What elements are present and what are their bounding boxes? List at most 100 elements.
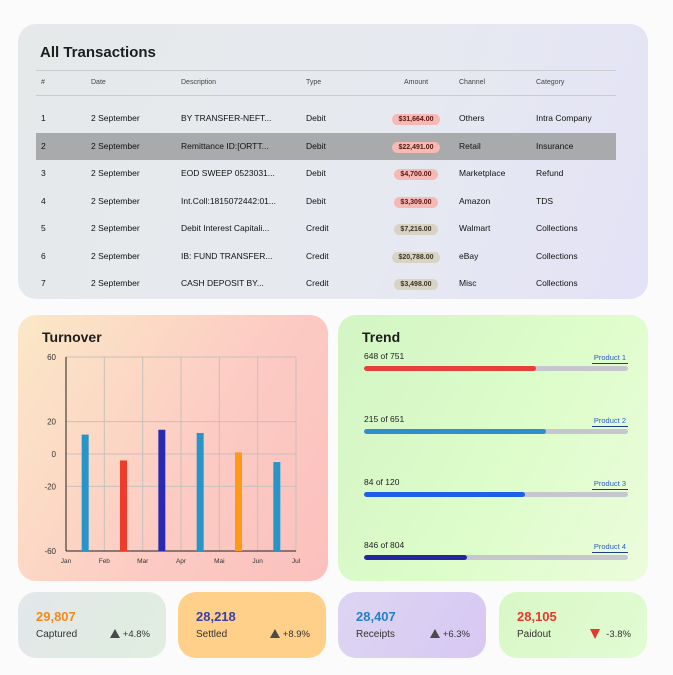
- turnover-card: Turnover 60 20 0 -20 -60 Jan Feb Mar Apr Mai Jun Ju…: [18, 315, 328, 581]
- column-header-date[interactable]: Date: [91, 79, 106, 86]
- transactions-card: All Transactions # Date Description Type…: [18, 24, 648, 299]
- trend-item-product-1[interactable]: 648 of 751 Product 1: [364, 351, 628, 381]
- stat-value: 28,105: [517, 609, 557, 624]
- progress-track: [364, 366, 628, 371]
- row-category: TDS: [536, 195, 553, 206]
- row-description: Int.Coll:1815072442:01...: [181, 195, 276, 206]
- row-type: Credit: [306, 223, 329, 233]
- amount-badge: $20,788.00: [392, 251, 440, 263]
- column-header-number[interactable]: #: [41, 79, 45, 86]
- row-date: 2 September: [91, 140, 140, 151]
- stat-change: -3.8%: [590, 629, 631, 640]
- table-row[interactable]: 3 2 September EOD SWEEP 0523031... Debit…: [36, 160, 616, 188]
- trend-item-product-3[interactable]: 84 of 120 Product 3: [364, 477, 628, 507]
- row-type: Debit: [306, 168, 326, 178]
- stat-card-settled[interactable]: 28,218 Settled +8.9%: [178, 592, 326, 658]
- triangle-up-icon: [269, 629, 280, 638]
- x-tick-label: Apr: [176, 558, 187, 565]
- stat-card-receipts[interactable]: 28,407 Receipts +6.3%: [338, 592, 486, 658]
- row-channel: Misc: [459, 278, 477, 288]
- trend-title: Trend: [362, 329, 401, 345]
- table-row-selected[interactable]: 2 2 September Remittance ID:[ORTT... Deb…: [36, 132, 616, 160]
- row-number: 1: [41, 113, 46, 123]
- row-date: 2 September: [91, 113, 140, 123]
- column-header-description[interactable]: Description: [181, 79, 217, 86]
- row-description: Debit Interest Capitali...: [181, 223, 270, 233]
- row-description: CASH DEPOSIT BY...: [181, 278, 264, 288]
- trend-product-name[interactable]: Product 3: [593, 479, 626, 488]
- row-number: 5: [41, 223, 46, 233]
- trend-count: 215 of 651: [364, 414, 405, 424]
- trend-item-product-2[interactable]: 215 of 651 Product 2: [364, 414, 628, 444]
- row-category: Collections: [536, 223, 578, 233]
- trend-count: 648 of 751: [364, 351, 405, 361]
- row-description: EOD SWEEP 0523031...: [181, 168, 275, 178]
- trend-underline: [592, 552, 628, 553]
- stat-label: Captured: [36, 629, 78, 640]
- trend-product-name[interactable]: Product 1: [593, 353, 626, 362]
- row-channel: Others: [459, 113, 485, 123]
- triangle-down-icon: [590, 629, 601, 639]
- table-row[interactable]: 7 2 September CASH DEPOSIT BY... Credit …: [36, 270, 616, 298]
- trend-item-product-4[interactable]: 846 of 804 Product 4: [364, 540, 628, 570]
- amount-badge: $3,309.00: [394, 196, 438, 208]
- row-channel: eBay: [459, 250, 479, 261]
- triangle-up-icon: [109, 629, 120, 638]
- stat-change: +6.3%: [429, 629, 470, 640]
- row-description: Remittance ID:[ORTT...: [181, 140, 269, 151]
- table-row[interactable]: 4 2 September Int.Coll:1815072442:01... …: [36, 188, 616, 216]
- stat-label: Settled: [196, 629, 228, 640]
- table-row[interactable]: 1 2 September BY TRANSFER-NEFT... Debit …: [36, 105, 616, 133]
- bar-mar: [158, 429, 166, 551]
- transactions-title: All Transactions: [40, 44, 156, 61]
- row-number: 4: [41, 195, 46, 206]
- amount-badge: $3,498.00: [394, 279, 438, 290]
- stat-card-captured[interactable]: 29,807 Captured +4.8%: [18, 592, 166, 658]
- row-description: BY TRANSFER-NEFT...: [181, 113, 272, 123]
- bar-feb: [120, 460, 127, 551]
- row-date: 2 September: [91, 278, 140, 288]
- row-number: 3: [41, 168, 46, 178]
- turnover-title: Turnover: [42, 329, 102, 345]
- stat-change-value: +6.3%: [442, 629, 470, 640]
- row-category: Collections: [536, 250, 578, 261]
- x-tick-label: Mai: [214, 558, 224, 565]
- row-description: IB: FUND TRANSFER...: [181, 250, 273, 261]
- bar-jun: [273, 462, 281, 551]
- row-number: 2: [41, 140, 46, 151]
- row-category: Insurance: [536, 140, 574, 151]
- trend-product-name[interactable]: Product 2: [593, 416, 626, 425]
- row-category: Collections: [536, 278, 578, 288]
- bar-apr: [196, 432, 204, 551]
- stat-change-value: -3.8%: [606, 629, 631, 640]
- row-date: 2 September: [91, 195, 140, 206]
- x-tick-label: Jun: [252, 558, 263, 565]
- column-header-channel[interactable]: Channel: [459, 79, 486, 86]
- y-tick-label: -60: [44, 547, 56, 556]
- trend-underline: [592, 363, 628, 364]
- column-header-amount[interactable]: Amount: [403, 79, 429, 86]
- y-tick-label: 60: [47, 353, 56, 362]
- progress-track: [364, 429, 628, 434]
- row-type: Credit: [306, 278, 329, 288]
- row-type: Debit: [306, 195, 326, 206]
- row-date: 2 September: [91, 223, 140, 233]
- progress-track: [364, 555, 628, 560]
- row-date: 2 September: [91, 168, 140, 178]
- stat-value: 29,807: [36, 609, 76, 624]
- trend-product-name[interactable]: Product 4: [593, 542, 626, 551]
- stat-value: 28,218: [196, 609, 236, 624]
- column-header-type[interactable]: Type: [306, 79, 322, 86]
- stat-value: 28,407: [356, 609, 396, 624]
- stat-card-paidout[interactable]: 28,105 Paidout -3.8%: [499, 592, 647, 658]
- row-number: 6: [41, 250, 46, 261]
- x-tick-label: Feb: [99, 558, 111, 565]
- x-tick-label: Jan: [61, 558, 72, 565]
- row-category: Refund: [536, 168, 564, 178]
- table-row[interactable]: 5 2 September Debit Interest Capitali...…: [36, 215, 616, 243]
- triangle-up-icon: [429, 629, 440, 638]
- table-row[interactable]: 6 2 September IB: FUND TRANSFER... Credi…: [36, 243, 616, 271]
- stat-change-value: +4.8%: [122, 629, 150, 640]
- stat-change: +4.8%: [109, 629, 150, 640]
- column-header-category[interactable]: Category: [536, 79, 565, 86]
